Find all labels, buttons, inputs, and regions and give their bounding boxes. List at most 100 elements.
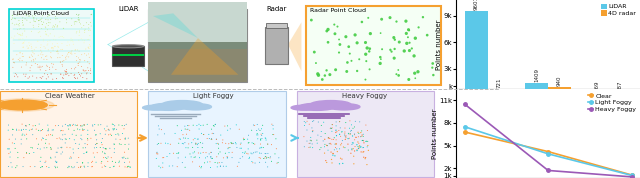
Point [324, 73, 335, 76]
Point [72, 161, 82, 164]
Point [38, 38, 49, 41]
Point [21, 128, 31, 131]
Point [361, 124, 371, 126]
Point [29, 20, 39, 23]
Point [47, 62, 57, 65]
Point [56, 129, 66, 132]
Point [111, 138, 121, 140]
Point [109, 143, 119, 145]
Point [193, 143, 203, 146]
Point [248, 124, 259, 126]
Point [125, 166, 135, 169]
Point [17, 53, 28, 55]
Point [358, 133, 369, 136]
Point [84, 34, 95, 37]
Point [332, 130, 342, 133]
Point [67, 67, 77, 70]
Light Foggy [461, 126, 468, 128]
Point [184, 129, 195, 132]
Point [86, 13, 96, 16]
Point [84, 62, 94, 65]
Point [83, 66, 93, 69]
Point [60, 73, 70, 75]
Point [12, 32, 22, 35]
Point [63, 128, 74, 130]
Point [196, 152, 206, 155]
Point [63, 72, 73, 75]
Point [177, 129, 187, 132]
Point [193, 151, 204, 154]
Point [385, 48, 396, 51]
Point [4, 138, 14, 141]
Point [24, 15, 34, 18]
Point [232, 165, 243, 168]
Point [173, 156, 183, 159]
Point [120, 157, 131, 160]
Point [66, 52, 76, 55]
Point [101, 148, 111, 150]
Point [33, 147, 43, 150]
Point [312, 142, 323, 145]
Text: 940: 940 [557, 76, 562, 86]
Point [193, 142, 204, 145]
Point [327, 138, 337, 141]
Text: 469: 469 [595, 80, 600, 90]
Point [80, 28, 90, 31]
Point [340, 127, 350, 129]
Point [92, 138, 102, 141]
Point [17, 123, 28, 125]
Point [257, 132, 268, 135]
Point [41, 18, 51, 21]
Point [10, 35, 20, 38]
Point [37, 165, 47, 168]
Point [410, 77, 420, 80]
Point [91, 133, 101, 136]
Point [15, 52, 25, 54]
Point [6, 161, 16, 164]
Point [244, 157, 254, 160]
Circle shape [180, 104, 211, 110]
Point [52, 25, 62, 28]
Point [76, 59, 86, 61]
Point [66, 155, 76, 158]
Point [191, 143, 201, 146]
Point [26, 59, 36, 62]
Point [53, 50, 63, 53]
Point [70, 142, 81, 145]
Point [211, 138, 221, 141]
Point [45, 156, 56, 159]
Point [83, 53, 93, 55]
Point [35, 68, 45, 71]
Point [78, 69, 88, 71]
Point [205, 166, 216, 169]
Point [349, 133, 360, 136]
Point [108, 160, 118, 163]
Point [355, 121, 365, 123]
Point [300, 145, 310, 148]
Point [72, 55, 82, 58]
Point [410, 37, 420, 40]
Point [207, 157, 218, 160]
Text: 721: 721 [497, 78, 502, 88]
Point [73, 14, 83, 17]
Point [84, 23, 94, 26]
Point [36, 20, 47, 23]
Point [362, 163, 372, 166]
Point [344, 137, 355, 140]
Point [360, 41, 371, 44]
Point [159, 156, 169, 159]
Point [236, 147, 246, 150]
Point [255, 138, 266, 140]
Point [73, 18, 83, 21]
Point [103, 128, 113, 131]
Point [80, 142, 90, 145]
Point [58, 60, 68, 63]
Point [391, 73, 401, 76]
Point [306, 139, 316, 142]
Point [252, 129, 262, 132]
Point [418, 16, 428, 19]
Point [315, 148, 325, 151]
Point [79, 39, 90, 42]
Point [8, 66, 18, 69]
Point [409, 54, 419, 57]
